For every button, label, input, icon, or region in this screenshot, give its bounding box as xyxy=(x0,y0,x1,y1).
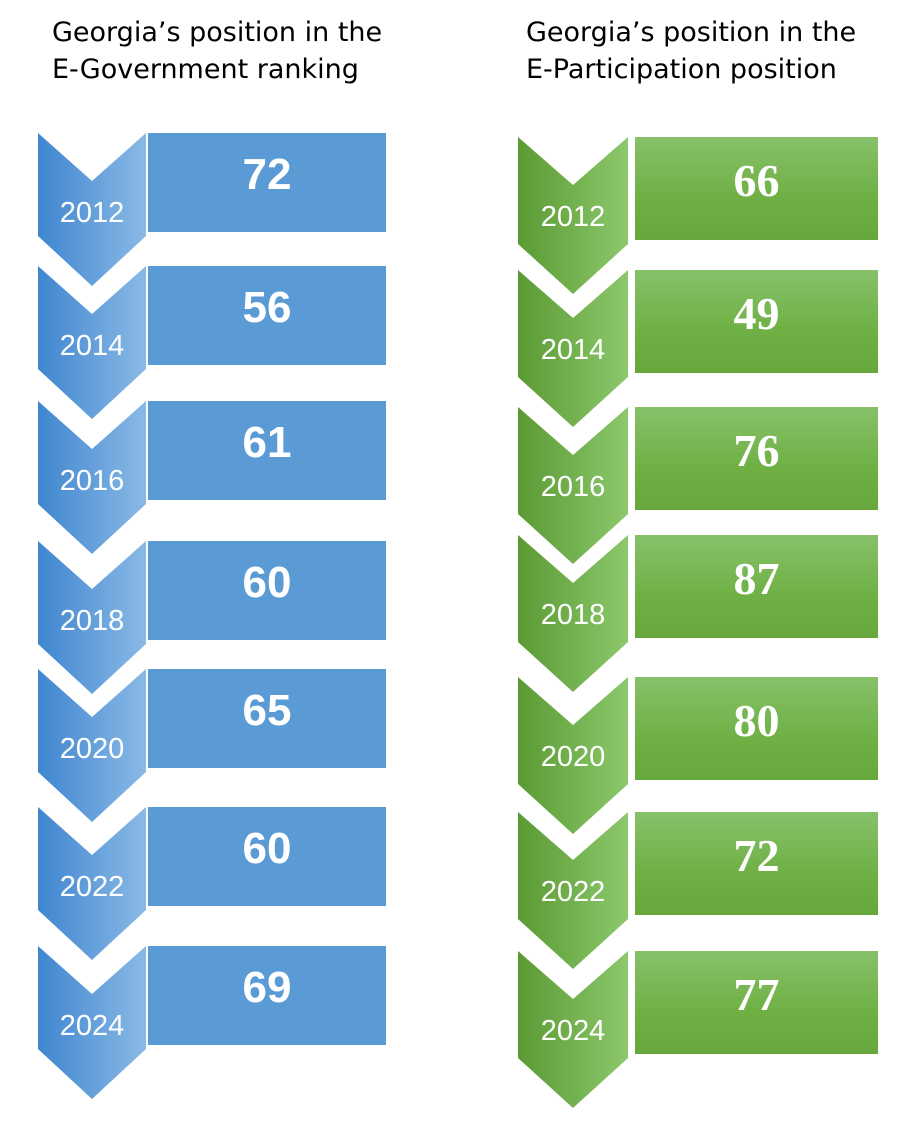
egov-chevron-2020 xyxy=(38,669,146,822)
epart-rank-value-2022: 72 xyxy=(733,830,780,881)
egov-chevron-2022 xyxy=(38,807,146,960)
egov-year-label-2018: 2018 xyxy=(59,605,125,637)
egov-year-label-2014: 2014 xyxy=(59,330,125,362)
epart-chevron-2018 xyxy=(518,535,628,692)
epart-rank-box-2016: 76 xyxy=(635,407,878,510)
egov-year-label-2020: 2020 xyxy=(59,733,125,765)
egov-chevron-2014 xyxy=(38,266,146,419)
e-participation-title-line1: Georgia’s position in the xyxy=(526,17,857,48)
epart-chevron-2014 xyxy=(518,270,628,427)
epart-rank-value-2016: 76 xyxy=(733,425,780,476)
egov-rank-value-2016: 61 xyxy=(242,417,292,467)
egov-rank-box-2022: 60 xyxy=(148,807,386,906)
epart-rank-value-2014: 49 xyxy=(733,288,780,339)
egov-rank-value-2024: 69 xyxy=(242,962,292,1012)
egov-rank-box-2014: 56 xyxy=(148,266,386,365)
epart-chevron-2016 xyxy=(518,407,628,564)
epart-chevron-2022 xyxy=(518,812,628,969)
epart-rank-value-2012: 66 xyxy=(733,155,780,206)
egov-rank-box-2018: 60 xyxy=(148,541,386,640)
egov-rank-box-2012: 72 xyxy=(148,133,386,232)
egov-rank-value-2020: 65 xyxy=(242,685,292,735)
epart-chevron-2012 xyxy=(518,137,628,294)
egov-chevron-2018 xyxy=(38,541,146,694)
epart-year-label-2022: 2022 xyxy=(540,876,606,908)
egov-year-label-2016: 2016 xyxy=(59,465,125,497)
egov-rank-value-2012: 72 xyxy=(242,149,292,199)
epart-year-label-2018: 2018 xyxy=(540,599,606,631)
e-participation-title-line2: E-Participation position xyxy=(526,54,837,85)
egov-chevron-2012 xyxy=(38,133,146,286)
epart-year-label-2020: 2020 xyxy=(540,741,606,773)
egov-rank-value-2018: 60 xyxy=(242,557,292,607)
egov-chevron-2016 xyxy=(38,401,146,554)
egov-rank-box-2020: 65 xyxy=(148,669,386,768)
epart-rank-value-2018: 87 xyxy=(733,553,780,604)
e-government-title-line1: Georgia’s position in the xyxy=(52,17,383,48)
e-participation-title: Georgia’s position in the E-Participatio… xyxy=(526,14,856,88)
epart-chevron-2020 xyxy=(518,677,628,834)
egov-year-label-2022: 2022 xyxy=(59,871,125,903)
e-government-title: Georgia’s position in the E-Government r… xyxy=(52,14,382,88)
epart-rank-box-2020: 80 xyxy=(635,677,878,780)
egov-rank-value-2014: 56 xyxy=(242,282,292,332)
epart-rank-box-2018: 87 xyxy=(635,535,878,638)
epart-rank-box-2024: 77 xyxy=(635,951,878,1054)
epart-year-label-2024: 2024 xyxy=(540,1015,606,1047)
egov-year-label-2012: 2012 xyxy=(59,197,125,229)
egov-chevron-2024 xyxy=(38,946,146,1099)
epart-rank-value-2020: 80 xyxy=(733,695,780,746)
epart-rank-value-2024: 77 xyxy=(733,969,780,1020)
egov-rank-value-2022: 60 xyxy=(242,823,292,873)
epart-year-label-2014: 2014 xyxy=(540,334,606,366)
egov-year-label-2024: 2024 xyxy=(59,1010,125,1042)
epart-rank-box-2022: 72 xyxy=(635,812,878,915)
epart-rank-box-2014: 49 xyxy=(635,270,878,373)
epart-chevron-2024 xyxy=(518,951,628,1108)
e-government-title-line2: E-Government ranking xyxy=(52,54,359,85)
epart-year-label-2016: 2016 xyxy=(540,471,606,503)
epart-rank-box-2012: 66 xyxy=(635,137,878,240)
epart-year-label-2012: 2012 xyxy=(540,201,606,233)
egov-rank-box-2016: 61 xyxy=(148,401,386,500)
egov-rank-box-2024: 69 xyxy=(148,946,386,1045)
